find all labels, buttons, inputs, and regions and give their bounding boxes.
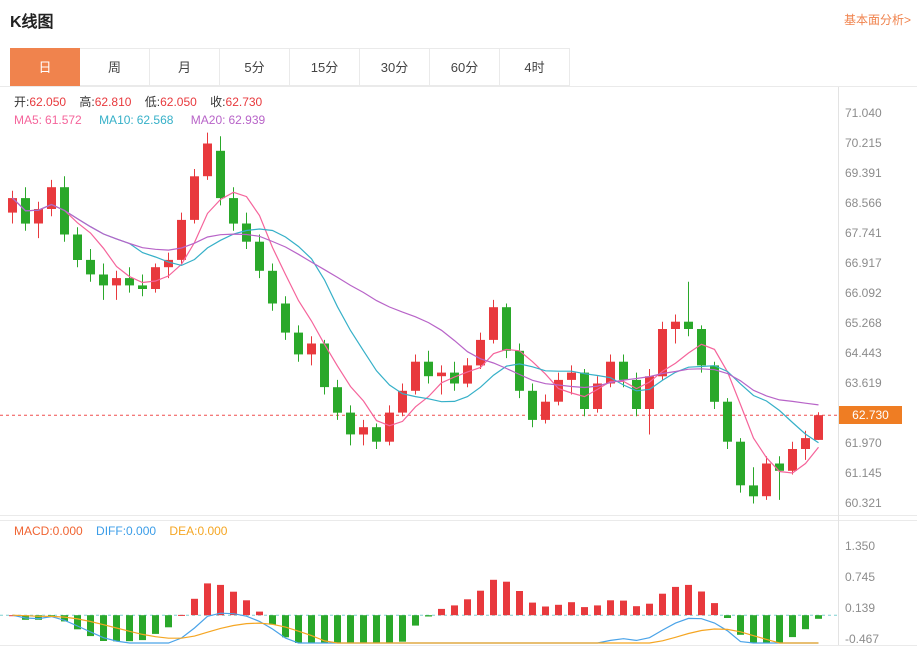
ma10-label: MA10: (99, 113, 134, 127)
ma10-value: 62.568 (136, 113, 174, 127)
y-axis-tick: 69.391 (845, 166, 882, 180)
tab-month[interactable]: 月 (150, 48, 220, 86)
candlestick-chart (0, 132, 838, 504)
ohlc-info-row: 开:62.050 高:62.810 低:62.050 收:62.730 (14, 93, 272, 110)
y-axis-tick: 68.566 (845, 196, 882, 210)
low-label: 低: (144, 95, 161, 109)
tab-day[interactable]: 日 (10, 48, 80, 86)
fundamental-analysis-link[interactable]: 基本面分析> (843, 13, 911, 27)
tab-week[interactable]: 周 (80, 48, 150, 86)
y-axis-tick: 61.145 (845, 466, 882, 480)
y-axis-tick: 61.970 (845, 436, 882, 450)
macd-value: 0.000 (52, 524, 83, 538)
current-price-tag: 62.730 (839, 406, 902, 424)
macd-label: MACD: (14, 524, 53, 538)
close-label: 收: (210, 95, 226, 109)
main-chart-bottom-divider (0, 515, 917, 516)
y-axis-tick: 71.040 (845, 106, 882, 120)
macd-info-row: MACD:0.000 DIFF:0.000 DEA:0.000 (14, 524, 237, 538)
macd-panel-top-divider (0, 520, 917, 521)
macd-chart (0, 579, 838, 644)
period-tabs: 日 周 月 5分 15分 30分 60分 4时 (10, 48, 570, 86)
dea-value: 0.000 (197, 524, 228, 538)
dea-label: DEA: (169, 524, 198, 538)
diff-value: 0.000 (126, 524, 157, 538)
tab-30min[interactable]: 30分 (360, 48, 430, 86)
y-axis-tick: 65.268 (845, 316, 882, 330)
y-axis-tick: 67.741 (845, 226, 882, 240)
tab-15min[interactable]: 15分 (290, 48, 360, 86)
y-axis-tick: -0.467 (845, 632, 880, 646)
y-axis-tick: 66.917 (845, 256, 882, 270)
y-axis-tick: 64.443 (845, 346, 882, 360)
tabs-divider (0, 86, 917, 87)
tab-4hour[interactable]: 4时 (500, 48, 570, 86)
close-value: 62.730 (225, 95, 263, 109)
bottom-divider (0, 645, 917, 646)
y-axis-tick: 70.215 (845, 136, 882, 150)
page-title: K线图 (10, 14, 54, 31)
high-value: 62.810 (94, 95, 132, 109)
low-value: 62.050 (160, 95, 197, 109)
open-value: 62.050 (29, 95, 67, 109)
ma20-value: 62.939 (228, 113, 266, 127)
open-label: 开: (14, 95, 30, 109)
ma5-label: MA5: (14, 113, 43, 127)
price-axis-line (838, 87, 839, 645)
high-label: 高: (79, 95, 95, 109)
y-axis-tick: 0.139 (845, 601, 876, 615)
y-axis-tick: 66.092 (845, 286, 882, 300)
tab-60min[interactable]: 60分 (430, 48, 500, 86)
ma-info-row: MA5: 61.572 MA10: 62.568 MA20: 62.939 (14, 113, 279, 127)
y-axis-tick: 1.350 (845, 539, 876, 553)
diff-label: DIFF: (96, 524, 127, 538)
ma20-label: MA20: (190, 113, 226, 127)
y-axis-tick: 63.619 (845, 376, 882, 390)
tab-5min[interactable]: 5分 (220, 48, 290, 86)
y-axis-tick: 0.745 (845, 570, 876, 584)
ma5-value: 61.572 (45, 113, 82, 127)
y-axis-tick: 60.321 (845, 496, 882, 510)
